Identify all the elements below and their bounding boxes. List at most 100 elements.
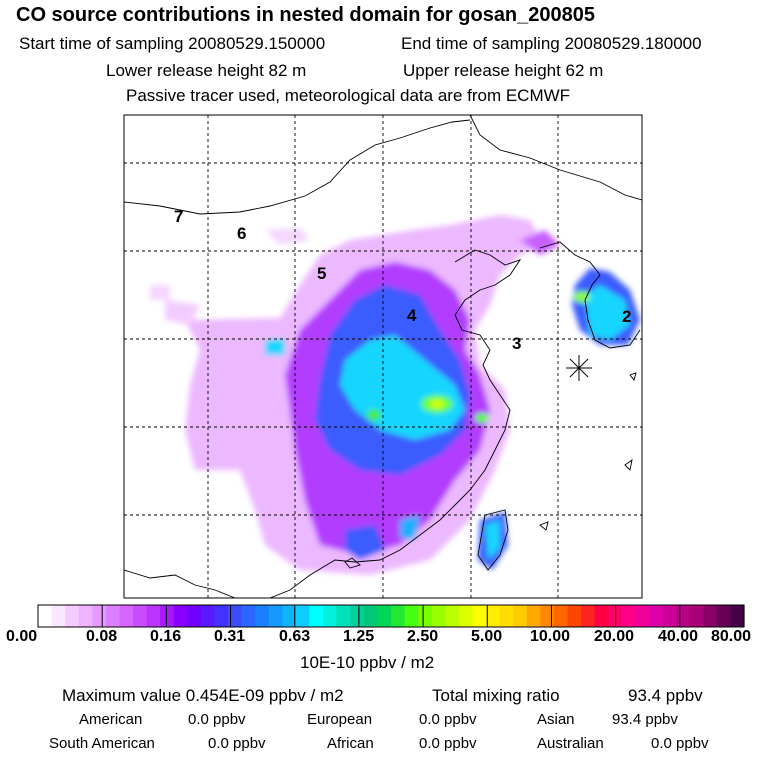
colorbar-swatch [119,605,134,627]
colorbar-label-3: 0.31 [214,628,246,645]
colorbar [38,605,745,627]
plume-northeast-patch [520,230,560,255]
colorbar-swatch [676,605,691,627]
colorbar-swatch [567,605,582,627]
colorbar-swatch [133,605,148,627]
american-value: 0.0 ppbv [188,711,246,728]
maximum-value-label: Maximum value 0.454E-09 ppbv / m2 [62,686,344,705]
colorbar-swatch [458,605,474,627]
colorbar-swatch [486,605,501,627]
colorbar-swatch [255,605,270,627]
asian-value: 93.4 ppbv [612,711,678,728]
asian-label: Asian [537,711,575,728]
colorbar-label-6: 2.50 [407,628,439,645]
south-american-label: South American [49,735,155,752]
colorbar-frame [37,604,745,628]
plume-west-patch [165,300,200,325]
colorbar-swatch [51,605,66,627]
colorbar-swatch [689,605,704,627]
colorbar-swatch [472,605,487,627]
colorbar-label-9: 20.00 [594,628,635,645]
european-label: European [307,711,373,728]
colorbar-swatch [703,605,718,627]
colorbar-label-4: 0.63 [279,628,311,645]
plume-north-patch [265,228,310,245]
colorbar-swatch [635,605,650,627]
plume-south-patch [345,525,385,560]
tracer-label: Passive tracer used, meteorological data… [126,86,571,105]
island-2 [624,458,633,471]
colorbar-swatch [214,605,229,627]
region-number-3: 3 [512,334,521,353]
region-number-6: 6 [237,224,246,243]
colorbar-swatch [445,605,460,627]
total-mixing-ratio-value: 93.4 ppbv [628,686,703,705]
colorbar-swatch [540,605,555,627]
colorbar-swatch [621,605,636,627]
colorbar-swatch [38,605,53,627]
upper-release-label: Upper release height 62 m [403,61,604,80]
colorbar-swatch [323,605,338,627]
region-number-4: 4 [407,306,417,325]
total-mixing-ratio-label: Total mixing ratio [432,686,560,705]
colorbar-swatch [499,605,514,627]
colorbar-label-11: 80.00 [711,628,752,645]
colorbar-units: 10E-10 ppbv / m2 [300,653,435,672]
colorbar-swatch [187,605,202,627]
plume-west-core [265,338,285,355]
hotspot-korea [574,291,590,303]
colorbar-swatch [268,605,283,627]
colorbar-swatch [146,605,161,627]
island-3 [539,521,549,531]
lower-release-label: Lower release height 82 m [106,61,307,80]
colorbar-swatch [553,605,569,627]
colorbar-swatch [65,605,80,627]
colorbar-swatch [295,605,311,627]
australian-label: Australian [537,735,604,752]
island-hainan [344,557,361,569]
plume-south-patch-2 [400,515,420,540]
border-line-northeast [469,115,642,201]
plume-korea-core [585,285,630,340]
colorbar-swatch [282,605,297,627]
map-frame [123,114,643,599]
end-time-label: End time of sampling 20080529.180000 [401,34,702,53]
colorbar-swatch [662,605,677,627]
european-value: 0.0 ppbv [419,711,477,728]
hotspot-central-peak [430,400,444,408]
colorbar-swatch [160,605,175,627]
region-number-labels: 7 6 5 4 3 2 [174,207,631,353]
start-time-label: Start time of sampling 20080529.150000 [19,34,326,53]
plume-taiwan-core [485,520,500,560]
south-american-value: 0.0 ppbv [208,735,266,752]
colorbar-swatch [377,605,392,627]
region-number-5: 5 [317,264,326,283]
receptor-star-marker [566,355,592,381]
colorbar-label-2: 0.16 [150,628,182,645]
colorbar-swatch [513,605,528,627]
colorbar-label-7: 5.00 [471,628,503,645]
border-line-north [124,119,471,215]
colorbar-swatch [241,605,256,627]
plot-title: CO source contributions in nested domain… [16,4,596,26]
colorbar-swatch [309,605,324,627]
colorbar-swatch [228,605,243,627]
coastlines [124,115,642,598]
colorbar-swatch [404,605,419,627]
colorbar-dividers [101,605,681,627]
colorbar-swatch [105,605,121,627]
colorbar-swatch [730,605,745,627]
island-1 [629,372,637,381]
american-label: American [79,711,143,728]
colorbar-swatch [716,605,732,627]
colorbar-swatch [431,605,446,627]
colorbar-label-10: 40.00 [658,628,699,645]
colorbar-swatch [92,605,107,627]
hotspot-west [367,409,381,421]
colorbar-swatch [350,605,365,627]
colorbar-swatch [594,605,609,627]
hotspot-east [475,413,489,423]
colorbar-swatch [648,605,664,627]
region-number-2: 2 [622,307,631,326]
